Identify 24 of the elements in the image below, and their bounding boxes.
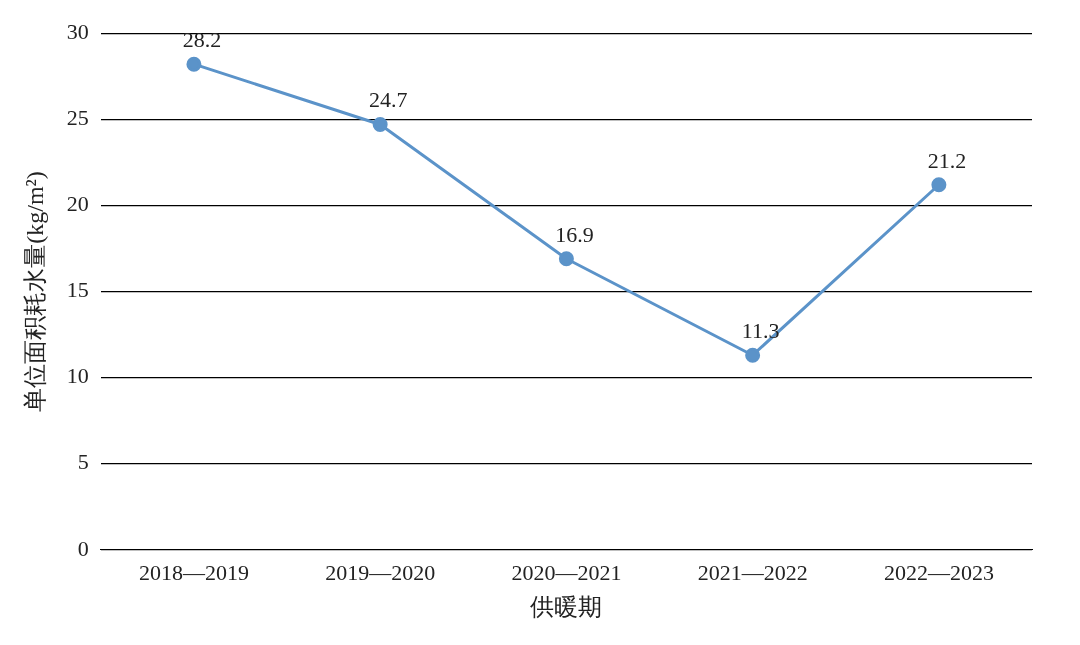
point [372,116,388,132]
y-tick-label: 5 [77,449,89,475]
data-label: 11.3 [741,318,780,343]
y-tick-label: 0 [77,535,89,561]
y-tick-label: 15 [66,277,89,303]
data-label: 21.2 [927,147,967,173]
x-axis-title: 供暖期 [530,593,603,620]
point [186,56,202,72]
y-tick-label: 10 [66,363,89,389]
x-tick-label: 2021—2022 [697,559,808,585]
y-tick-label: 30 [66,18,89,44]
data-label: 28.2 [182,26,222,52]
y-tick-label: 20 [66,191,89,217]
y-axis-title: 单位面积耗水量(kg/m²) [21,171,48,412]
x-tick-label: 2022—2023 [883,559,994,585]
x-tick-label: 2018—2019 [138,559,249,585]
point [745,347,761,363]
point [558,251,574,267]
y-tick-label: 25 [66,105,89,131]
data-label: 24.7 [368,87,408,113]
x-tick-label: 2020—2021 [511,559,622,585]
data-label: 16.9 [555,221,594,247]
point [931,177,947,193]
x-tick-label: 2019—2020 [325,559,436,585]
